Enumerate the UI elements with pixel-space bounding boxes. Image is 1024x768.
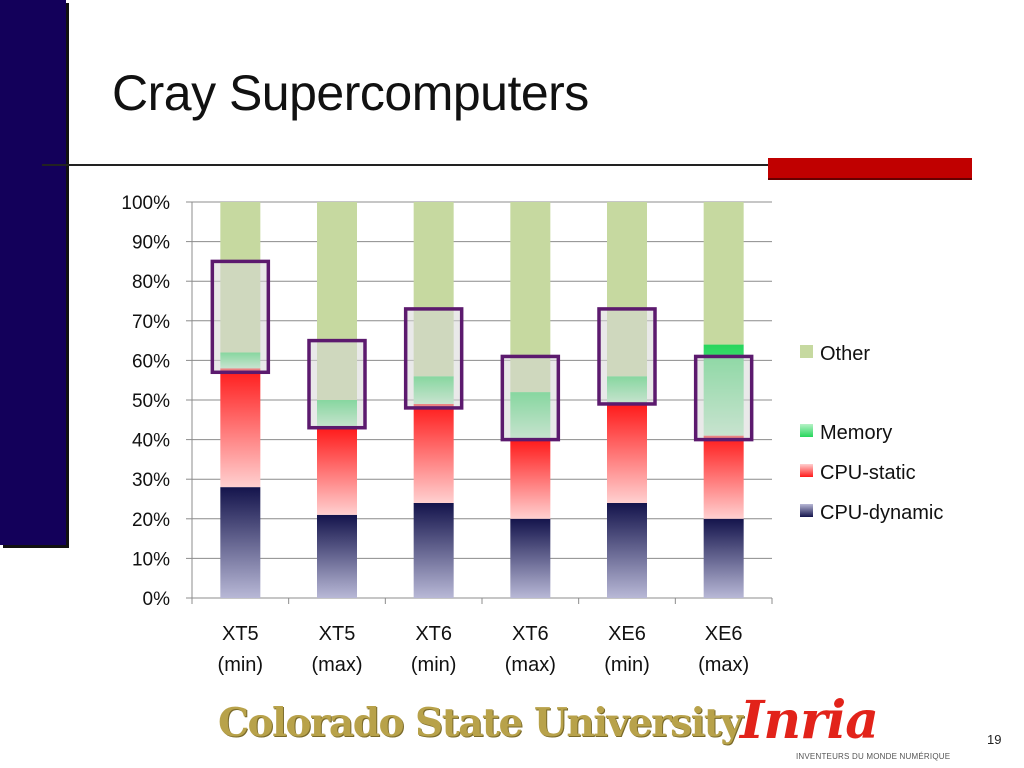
stacked-bar-chart: 0% 10% 20% 30% 40% 50% 60% 70% 80% 90% 100% XT5 (min… bbox=[121, 193, 943, 676]
y-tick-label: 50% bbox=[132, 391, 170, 412]
legend-label: Other bbox=[820, 343, 870, 365]
x-tick-label: XE6 bbox=[705, 623, 743, 645]
bar-segment-cpu-dynamic bbox=[220, 487, 261, 598]
legend-swatch-memory bbox=[800, 424, 813, 437]
legend-label: CPU-static bbox=[820, 462, 916, 484]
inria-logo: Inria INVENTEURS DU MONDE NUMÉRIQUE bbox=[740, 690, 955, 765]
bar-segment-cpu-dynamic bbox=[510, 518, 551, 598]
bar-segment-cpu-static bbox=[703, 435, 744, 519]
highlight-box bbox=[307, 338, 367, 430]
bar-segment-cpu-static bbox=[220, 368, 261, 488]
red-accent-bar bbox=[768, 158, 972, 178]
bar-segment-cpu-dynamic bbox=[317, 514, 357, 598]
highlight-box bbox=[210, 259, 271, 375]
highlight-box bbox=[500, 354, 561, 442]
bar-segment-cpu-static bbox=[607, 403, 647, 503]
y-tick-label: 20% bbox=[132, 510, 170, 531]
legend-swatch-other bbox=[800, 345, 813, 358]
legend-swatch-cpu-dynamic bbox=[800, 504, 813, 517]
y-tick-label: 90% bbox=[132, 233, 170, 254]
x-tick-label: (min) bbox=[411, 654, 457, 676]
x-tick-label: XT5 bbox=[222, 623, 259, 645]
legend-label: Memory bbox=[820, 422, 892, 444]
inria-tagline: INVENTEURS DU MONDE NUMÉRIQUE bbox=[796, 752, 951, 761]
y-tick-label: 10% bbox=[132, 549, 170, 570]
y-tick-label: 80% bbox=[132, 272, 170, 293]
x-tick-label: (min) bbox=[218, 654, 264, 676]
csu-logo: Colorado State University bbox=[218, 700, 743, 746]
bar-segment-cpu-dynamic bbox=[607, 502, 647, 598]
x-tick-label: (max) bbox=[698, 654, 749, 676]
bar-segment-other bbox=[703, 202, 744, 345]
y-tick-label: 0% bbox=[143, 589, 171, 610]
highlight-box bbox=[403, 307, 464, 410]
slide-number: 19 bbox=[987, 732, 1002, 747]
inria-wordmark: Inria bbox=[740, 690, 879, 751]
x-tick-label: XT6 bbox=[512, 623, 549, 645]
bar-segment-cpu-dynamic bbox=[413, 502, 454, 598]
title-divider bbox=[42, 164, 972, 166]
left-accent-bar bbox=[0, 0, 66, 545]
bar-segment-cpu-static bbox=[317, 427, 357, 515]
x-tick-label: (max) bbox=[505, 654, 556, 676]
y-tick-label: 60% bbox=[132, 351, 170, 372]
x-tick-label: XE6 bbox=[608, 623, 646, 645]
bar-segment-cpu-static bbox=[413, 403, 454, 503]
bar-segment-cpu-dynamic bbox=[703, 518, 744, 598]
x-tick-label: XT6 bbox=[415, 623, 452, 645]
legend-swatch-cpu-static bbox=[800, 464, 813, 477]
legend-label: CPU-dynamic bbox=[820, 502, 943, 524]
y-tick-label: 70% bbox=[132, 312, 170, 333]
slide-title: Cray Supercomputers bbox=[112, 65, 589, 121]
bar-segment-cpu-static bbox=[510, 439, 551, 519]
y-tick-label: 100% bbox=[121, 193, 170, 214]
highlight-box bbox=[693, 354, 754, 442]
x-tick-label: (min) bbox=[604, 654, 650, 676]
x-tick-label: (max) bbox=[311, 654, 362, 676]
y-tick-label: 40% bbox=[132, 431, 170, 452]
highlight-box bbox=[597, 307, 657, 406]
x-tick-label: XT5 bbox=[319, 623, 356, 645]
y-tick-label: 30% bbox=[132, 470, 170, 491]
